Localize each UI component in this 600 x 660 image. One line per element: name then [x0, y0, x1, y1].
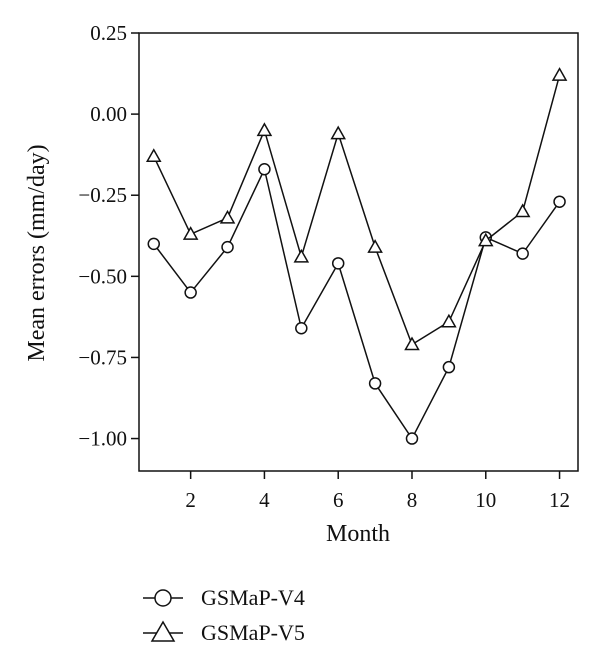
x-tick-label: 2	[185, 488, 196, 512]
data-point-gsmap-v4	[258, 163, 271, 176]
series-gsmap-v4	[147, 163, 566, 445]
series-gsmap-v5	[145, 67, 568, 351]
legend-marker-circle	[154, 589, 172, 607]
data-point-gsmap-v5	[514, 203, 531, 218]
y-tick-label: 0.25	[90, 21, 127, 45]
x-tick-label: 12	[549, 488, 570, 512]
x-tick-label: 6	[333, 488, 344, 512]
y-axis: 0.25 0.00 −0.25 −0.50 −0.75 −1.00	[78, 21, 139, 451]
data-point-gsmap-v5	[182, 226, 199, 240]
x-axis-title: Month	[326, 521, 390, 547]
legend-label-gsmap-v5: GSMaP-V5	[201, 620, 305, 645]
data-point-gsmap-v4	[516, 247, 529, 260]
data-point-gsmap-v4	[184, 286, 197, 299]
data-point-gsmap-v4	[295, 321, 308, 335]
data-point-gsmap-v4	[442, 360, 456, 374]
data-point-gsmap-v5	[293, 248, 310, 263]
series-layer	[145, 67, 568, 445]
data-point-gsmap-v5	[477, 232, 494, 247]
data-point-gsmap-v5	[367, 239, 383, 253]
data-point-gsmap-v5	[330, 125, 346, 140]
series-line-gsmap-v4	[153, 167, 561, 441]
x-tick-label: 8	[407, 488, 418, 512]
legend-marker-triangle	[150, 620, 176, 642]
data-point-gsmap-v4	[221, 240, 234, 254]
y-axis-title: Mean errors (mm/day)	[24, 144, 50, 361]
plot-frame	[138, 32, 579, 472]
data-point-gsmap-v4	[553, 195, 566, 208]
data-point-gsmap-v4	[368, 377, 382, 390]
data-point-gsmap-v4	[147, 237, 161, 251]
data-point-gsmap-v5	[219, 209, 236, 224]
x-tick-label: 10	[475, 488, 496, 512]
y-tick-label: −0.50	[78, 264, 127, 288]
series-line-gsmap-v5	[153, 74, 561, 346]
data-point-gsmap-v5	[551, 67, 568, 81]
data-point-gsmap-v5	[404, 336, 420, 351]
legend-label-gsmap-v4: GSMaP-V4	[201, 585, 305, 610]
x-axis: 2 4 6 8 10 12	[185, 471, 570, 512]
data-point-gsmap-v4	[405, 432, 419, 445]
x-tick-label: 4	[259, 488, 270, 512]
y-tick-label: −0.25	[78, 183, 127, 207]
y-tick-label: −0.75	[78, 345, 127, 369]
legend-item-gsmap-v4: GSMaP-V4	[143, 585, 305, 610]
data-point-gsmap-v5	[441, 313, 457, 328]
data-point-gsmap-v4	[331, 257, 345, 270]
data-point-gsmap-v5	[256, 122, 273, 137]
legend: GSMaP-V4 GSMaP-V5	[143, 585, 305, 645]
data-point-gsmap-v5	[145, 148, 162, 163]
y-tick-label: −1.00	[78, 427, 127, 451]
y-tick-label: 0.00	[90, 102, 127, 126]
legend-item-gsmap-v5: GSMaP-V5	[143, 620, 305, 645]
